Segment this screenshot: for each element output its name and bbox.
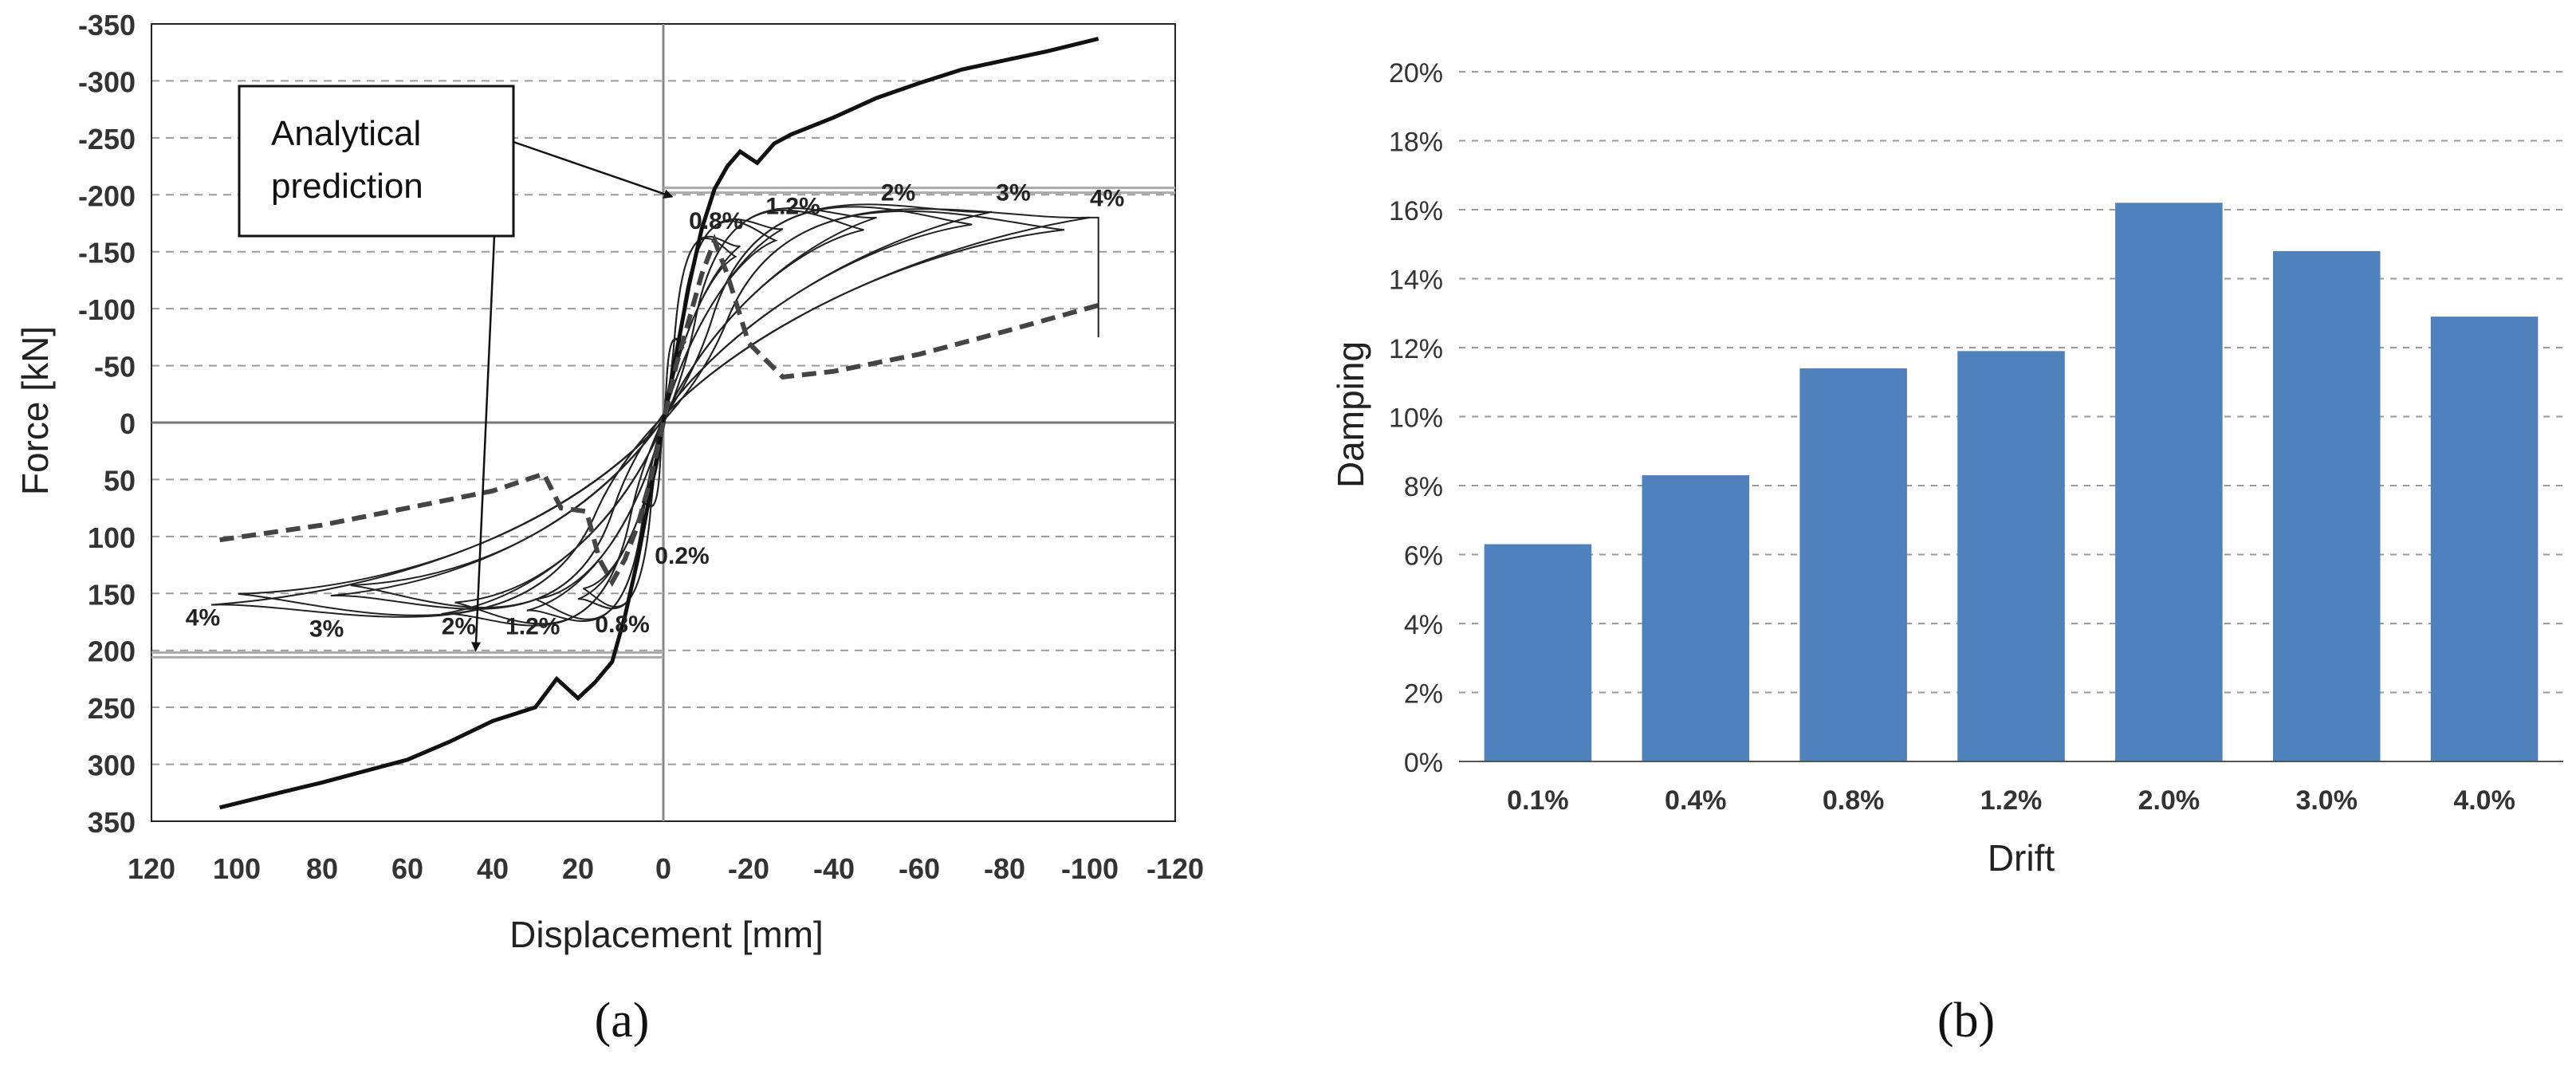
a-y-tick-label: 150 (88, 578, 136, 611)
b-y-tick-label: 8% (1404, 472, 1443, 502)
a-x-tick-label: -40 (813, 852, 855, 885)
a-x-tick-label: -20 (728, 852, 769, 885)
b-y-tick-label: 14% (1389, 266, 1443, 296)
b-bars (1484, 203, 2539, 762)
a-drift-labels: 0.8% 1.2% 2% 3% 4% 4% 3% 2% 1.2% 0.8% 0.2% (186, 179, 1125, 642)
a-loop-3% (350, 206, 973, 608)
a-x-tick-label: 80 (306, 852, 338, 885)
a-x-tick-label: -80 (984, 852, 1025, 885)
a-y-tick-label: 250 (88, 692, 136, 725)
b-bar-1.2% (1957, 351, 2065, 761)
annotation-arrow-bottom (471, 235, 496, 652)
a-x-axis-label: Displacement [mm] (509, 914, 824, 955)
a-drift-label-bottom: 1.2% (505, 614, 560, 640)
a-y-tick-label: -300 (78, 65, 136, 98)
b-x-tick-labels: 0.1% 0.4% 0.8% 1.2% 2.0% 3.0% 4.0% (1507, 785, 2515, 816)
a-y-tick-label: -200 (78, 179, 136, 212)
a-y-tick-label: -350 (78, 9, 136, 41)
b-y-tick-label: 20% (1389, 58, 1443, 89)
a-drift-label-top: 4% (1090, 186, 1124, 212)
a-x-tick-label: -60 (899, 852, 940, 885)
a-x-tick-label: 60 (391, 852, 423, 885)
a-y-tick-label: 300 (88, 749, 136, 782)
b-x-tick-label: 0.4% (1665, 785, 1727, 816)
a-loop-2% (454, 209, 864, 625)
a-x-tick-label: 0 (655, 852, 671, 885)
a-drift-label-bottom: 0.2% (655, 543, 709, 569)
b-bar-0.8% (1799, 368, 1907, 761)
b-x-tick-label: 0.1% (1507, 785, 1569, 816)
a-drift-label-bottom: 3% (309, 616, 344, 643)
a-y-tick-label: -100 (78, 293, 136, 326)
a-backbone-positive (661, 37, 1099, 423)
b-x-tick-label: 3.0% (2295, 785, 2358, 816)
a-y-tick-labels: -350 -300 -250 -200 -150 -100 -50 0 50 100 150 200 2… (78, 9, 136, 839)
a-drift-label-top: 3% (996, 179, 1030, 206)
a-x-tick-label: 100 (213, 852, 261, 885)
a-drift-label-bottom: 2% (442, 614, 476, 640)
a-x-tick-label: 40 (477, 852, 509, 885)
a-loop-1.2% (534, 220, 778, 620)
b-x-tick-label: 1.2% (1980, 785, 2043, 816)
b-y-tick-label: 18% (1389, 128, 1443, 158)
panel-label-a: (a) (595, 993, 650, 1048)
a-y-tick-label: -250 (78, 123, 136, 155)
a-4pct-bracket (1081, 216, 1099, 337)
annotation-arrow-top (513, 140, 674, 199)
b-bar-4.0% (2430, 317, 2539, 761)
panel-label-b: (b) (1937, 993, 1995, 1048)
a-analytical-curve (219, 233, 1099, 588)
analytical-prediction-annotation: Analytical prediction (238, 85, 515, 238)
a-gridlines (151, 80, 1175, 765)
b-x-tick-label: 2.0% (2138, 785, 2200, 816)
b-bar-0.1% (1484, 544, 1592, 761)
annotation-line-1: Analytical (271, 114, 421, 153)
damping-bar-chart: 0% 2% 4% 6% 8% 10% 12% 14% 16% 18% 20% 0.1% 0.4% 0.8… (1330, 58, 2563, 1048)
b-y-tick-label: 6% (1404, 541, 1443, 572)
b-y-tick-label: 2% (1404, 679, 1443, 710)
hysteresis-chart: -350-300-250-200-150-100-500501001502002… (14, 9, 1204, 1048)
a-drift-label-bottom: 0.8% (595, 612, 649, 638)
b-bar-2.0% (2115, 203, 2223, 762)
b-bar-0.4% (1642, 475, 1750, 761)
b-y-tick-label: 16% (1389, 196, 1443, 226)
a-y-tick-label: 350 (88, 806, 136, 839)
a-y-tick-label: 100 (88, 521, 136, 554)
b-y-axis-label: Damping (1330, 341, 1371, 488)
b-x-axis-label: Drift (1988, 837, 2055, 879)
b-bar-3.0% (2272, 250, 2381, 761)
a-y-tick-label: 0 (120, 407, 136, 440)
a-x-tick-labels: 120 100 80 60 40 20 0 -20 -40 -60 -80 -100 -120 (128, 852, 1204, 885)
b-y-tick-label: 12% (1389, 334, 1443, 364)
a-y-tick-label: 200 (88, 635, 136, 668)
a-loop-4% (238, 210, 1065, 616)
annotation-box (238, 85, 515, 238)
a-series (218, 37, 1099, 810)
a-x-tick-label: -100 (1061, 852, 1119, 885)
b-x-tick-label: 0.8% (1823, 785, 1885, 816)
annotation-line-2: prediction (271, 167, 423, 206)
b-x-tick-label: 4.0% (2453, 785, 2515, 816)
a-drift-label-top: 1.2% (765, 194, 820, 220)
a-y-tick-label: -50 (94, 351, 136, 384)
a-drift-label-top: 0.8% (689, 208, 743, 234)
a-backbone-negative (218, 422, 666, 810)
b-y-tick-label: 10% (1389, 403, 1443, 434)
a-y-axis-label: Force [kN] (14, 326, 56, 495)
b-y-tick-labels: 0% 2% 4% 6% 8% 10% 12% 14% 16% 18% 20% (1389, 58, 1443, 778)
a-x-tick-label: 20 (562, 852, 594, 885)
a-y-tick-label: -150 (78, 237, 136, 269)
a-x-tick-label: 120 (128, 852, 175, 885)
a-drift-label-bottom: 4% (186, 604, 220, 631)
b-y-tick-label: 4% (1404, 610, 1443, 640)
a-x-tick-label: -120 (1146, 852, 1204, 885)
a-y-tick-label: 50 (104, 464, 136, 497)
b-y-tick-label: 0% (1404, 748, 1443, 778)
a-drift-label-top: 2% (881, 179, 915, 206)
